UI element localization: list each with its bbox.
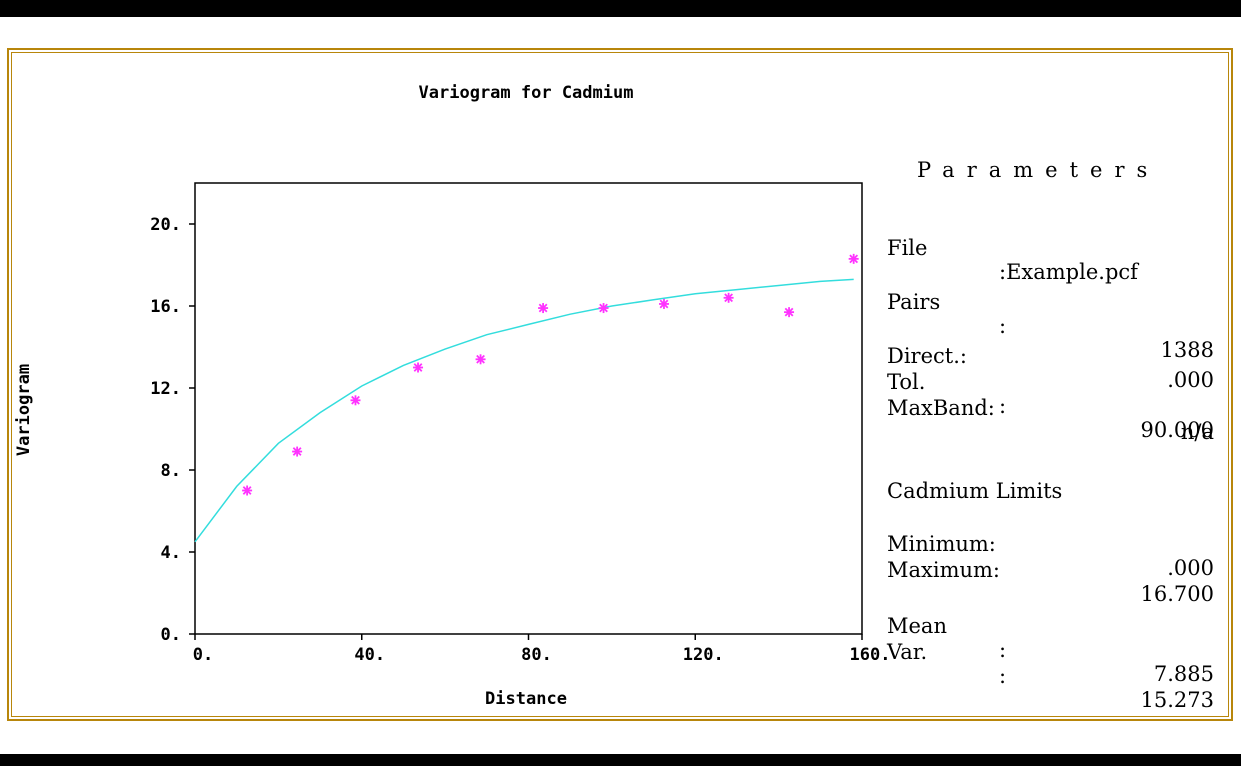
data-point (538, 303, 549, 314)
file-value: :Example.pcf (999, 260, 1138, 284)
x-tick-label: 120. (683, 645, 724, 665)
minimum-label: Minimum: (887, 532, 996, 556)
y-tick-label: 16. (150, 297, 181, 317)
x-tick-label: 160. (850, 645, 891, 665)
y-axis-label: Variogram (14, 364, 34, 456)
mean-label: Mean (887, 614, 947, 638)
direct-label: Direct.: (887, 344, 967, 368)
y-tick-label: 0. (161, 625, 181, 645)
file-label: File (887, 236, 928, 260)
tol-sep: : (999, 394, 1007, 418)
top-black-band (0, 0, 1241, 17)
window-frame (7, 48, 1233, 721)
var-label: Var. (887, 640, 928, 664)
data-point (848, 253, 859, 264)
data-points (242, 253, 859, 496)
data-point (413, 362, 424, 373)
data-point (598, 303, 609, 314)
maxband-value: n/a (1180, 420, 1214, 444)
data-point (723, 292, 734, 303)
pairs-value: 1388 (1160, 338, 1214, 362)
maxband-label: MaxBand: (887, 396, 995, 420)
direct-value: .000 (1167, 368, 1214, 392)
y-tick-label: 20. (150, 215, 181, 235)
data-point (292, 446, 303, 457)
pairs-sep: : (999, 314, 1007, 338)
data-point (658, 298, 669, 309)
model-curve (194, 278, 854, 543)
y-tick-label: 8. (161, 461, 181, 481)
minimum-value: .000 (1167, 556, 1214, 580)
data-point (784, 307, 795, 318)
var-sep: : (999, 664, 1007, 688)
mean-sep: : (999, 638, 1007, 662)
chart-title: Variogram for Cadmium (419, 83, 634, 103)
data-point (475, 354, 486, 365)
parameters-title: Parameters (917, 158, 1160, 182)
var-value: 15.273 (1140, 688, 1214, 712)
bottom-black-band (0, 754, 1241, 766)
tol-label: Tol. (887, 370, 926, 394)
mean-value: 7.885 (1153, 662, 1214, 686)
pairs-label: Pairs (887, 290, 941, 314)
maximum-label: Maximum: (887, 558, 1001, 582)
y-axis-ticks: 0. 4. 8. 12. 16. 20. (150, 215, 195, 645)
tol-value: 90.000 (1140, 418, 1214, 442)
data-point (350, 395, 361, 406)
data-point (242, 485, 253, 496)
y-tick-label: 4. (161, 543, 181, 563)
x-tick-label: 80. (521, 645, 552, 665)
y-tick-label: 12. (150, 379, 181, 399)
plot-area (194, 182, 863, 635)
x-axis-ticks: 0. 40. 80. 120. 160. (193, 634, 891, 665)
maximum-value: 16.700 (1140, 582, 1214, 606)
x-tick-label: 40. (354, 645, 385, 665)
x-axis-label: Distance (485, 689, 567, 709)
x-tick-label: 0. (193, 645, 213, 665)
cadmium-limits-header: Cadmium Limits (887, 479, 1063, 503)
